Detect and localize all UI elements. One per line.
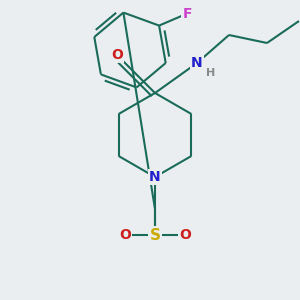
Text: N: N — [191, 56, 203, 70]
Text: H: H — [206, 68, 216, 78]
Text: O: O — [179, 228, 191, 242]
Text: S: S — [149, 227, 161, 242]
Text: F: F — [182, 7, 192, 21]
Text: O: O — [111, 48, 123, 62]
Text: O: O — [119, 228, 131, 242]
Text: N: N — [149, 170, 161, 184]
